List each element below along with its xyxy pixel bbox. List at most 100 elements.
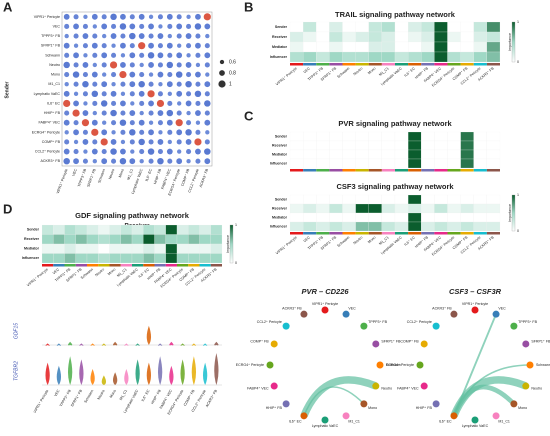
dot bbox=[147, 90, 155, 98]
column-label: VIPR1⁺ Pericyte bbox=[275, 66, 298, 86]
violin bbox=[101, 343, 107, 346]
heat-cell bbox=[188, 234, 200, 245]
dot bbox=[73, 81, 79, 87]
dot bbox=[110, 13, 117, 21]
color-strip bbox=[154, 264, 166, 267]
dot bbox=[176, 52, 183, 59]
violin bbox=[45, 362, 50, 385]
heat-cell bbox=[368, 149, 382, 160]
heat-cell bbox=[316, 221, 330, 232]
heat-cell bbox=[143, 234, 155, 245]
heat-cell bbox=[188, 224, 200, 235]
heat-cell bbox=[421, 140, 435, 151]
heat-cell bbox=[447, 149, 461, 160]
heat-cell bbox=[434, 51, 448, 63]
dot bbox=[195, 71, 201, 78]
row-label: Influencer bbox=[270, 55, 288, 59]
heat-cell bbox=[41, 253, 54, 264]
heat-cell bbox=[289, 140, 304, 151]
dot bbox=[120, 148, 126, 155]
dot bbox=[204, 158, 211, 165]
heat-cell bbox=[421, 212, 435, 223]
heat-cell bbox=[486, 194, 501, 205]
legend-dot bbox=[218, 80, 226, 88]
heat-cell bbox=[355, 51, 369, 63]
heat-cell bbox=[176, 224, 189, 235]
heat-cell bbox=[98, 234, 110, 245]
heat-cell bbox=[329, 131, 343, 142]
violin bbox=[112, 341, 118, 346]
node-label: IL6⁺ EC bbox=[289, 419, 302, 423]
heat-cell bbox=[421, 131, 435, 142]
dot bbox=[166, 13, 173, 20]
heat-cell bbox=[394, 149, 409, 160]
column-label: VEC bbox=[53, 389, 60, 398]
heat-cell bbox=[176, 243, 189, 254]
heat-cell bbox=[75, 224, 88, 235]
color-strip bbox=[395, 63, 409, 66]
edge bbox=[303, 386, 365, 417]
heat-cell bbox=[120, 224, 133, 235]
heat-cell bbox=[355, 41, 369, 53]
color-strip bbox=[473, 63, 487, 66]
column-label: Schwann bbox=[83, 389, 94, 404]
heat-cell bbox=[447, 41, 461, 53]
dot bbox=[129, 91, 135, 97]
dot bbox=[157, 157, 164, 165]
color-strip bbox=[303, 169, 317, 172]
dot bbox=[83, 14, 88, 19]
heat-cell bbox=[421, 41, 435, 53]
dot bbox=[102, 120, 107, 125]
dot bbox=[148, 120, 154, 125]
node bbox=[432, 400, 440, 408]
dot bbox=[186, 120, 192, 126]
dot bbox=[195, 148, 201, 155]
violin bbox=[45, 343, 50, 346]
dot bbox=[148, 100, 154, 107]
heat-cell bbox=[408, 131, 422, 142]
heat-cell bbox=[368, 203, 382, 214]
node-label: VEC bbox=[348, 307, 356, 311]
color-strip bbox=[447, 63, 461, 66]
heat-cell bbox=[316, 31, 330, 43]
color-strip bbox=[120, 264, 132, 267]
heat-cell bbox=[460, 194, 474, 205]
heat-cell bbox=[434, 131, 448, 142]
heat-cell bbox=[447, 212, 461, 223]
dot bbox=[177, 43, 182, 48]
heat-cell bbox=[289, 131, 304, 142]
heat-cell bbox=[368, 21, 382, 33]
dot bbox=[195, 62, 201, 68]
node-label: Mono bbox=[518, 406, 527, 410]
node bbox=[372, 382, 380, 390]
heat-cell bbox=[131, 234, 144, 245]
color-strip bbox=[355, 63, 369, 66]
heat-cell bbox=[447, 158, 461, 169]
dot bbox=[147, 52, 155, 59]
color-strip bbox=[329, 169, 343, 172]
heat-cell bbox=[303, 140, 317, 151]
dot bbox=[102, 72, 107, 77]
color-strip bbox=[329, 63, 343, 66]
heat-cell bbox=[329, 221, 343, 232]
node-label: ACKR3⁺ FB bbox=[432, 307, 452, 311]
color-strip bbox=[368, 63, 382, 66]
node-label: Lymphatic VaEC bbox=[462, 424, 489, 428]
legend-title: Importance bbox=[508, 33, 512, 51]
heat-cell bbox=[342, 149, 356, 160]
column-label: VIPR1⁺ Pericyte bbox=[33, 389, 50, 414]
node-label: VEC bbox=[498, 307, 506, 311]
heat-cell bbox=[434, 140, 448, 151]
color-strip bbox=[87, 264, 99, 267]
dot bbox=[64, 139, 70, 145]
node-label: FABP4⁺ VEC bbox=[247, 386, 269, 390]
dot bbox=[101, 52, 108, 59]
dot bbox=[204, 110, 210, 116]
dot bbox=[63, 13, 70, 20]
violin bbox=[146, 362, 152, 385]
color-strip bbox=[434, 63, 448, 66]
dot bbox=[166, 61, 174, 69]
dot bbox=[195, 129, 201, 135]
color-strip bbox=[165, 264, 177, 267]
heat-cell bbox=[473, 21, 487, 33]
